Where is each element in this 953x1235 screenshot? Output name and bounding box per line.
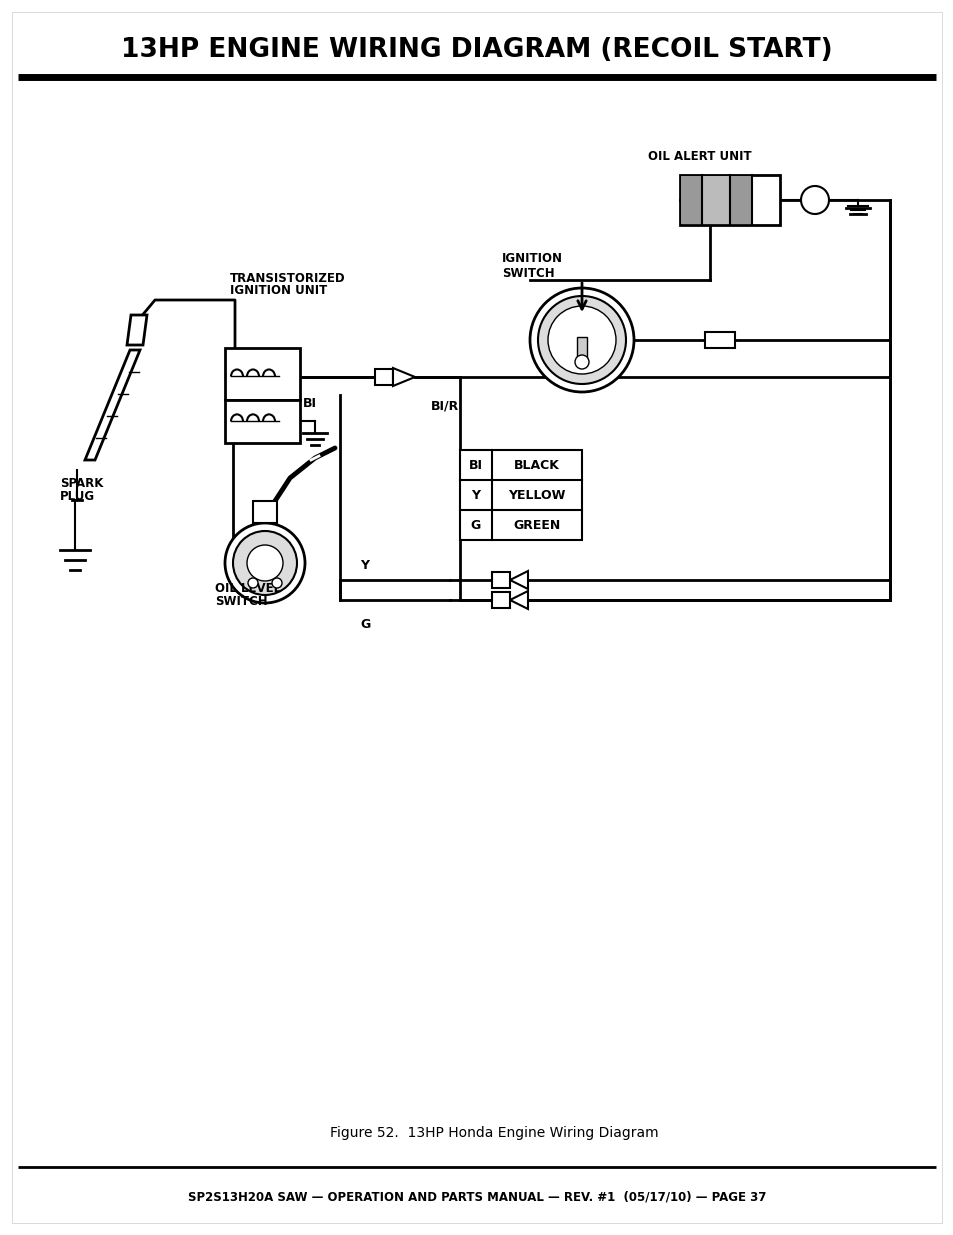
Circle shape [247,545,283,580]
Circle shape [272,578,282,588]
Bar [375,369,393,385]
Text: SWITCH: SWITCH [214,595,268,608]
Circle shape [225,522,305,603]
Text: SP2S13H20A SAW — OPERATION AND PARTS MANUAL — REV. #1  (05/17/10) — PAGE 37: SP2S13H20A SAW — OPERATION AND PARTS MAN… [188,1191,765,1203]
Circle shape [801,186,828,214]
Circle shape [575,354,588,369]
Text: G: G [359,618,370,631]
Text: TRANSISTORIZED: TRANSISTORIZED [230,272,345,285]
Bar [253,501,276,522]
Text: BI: BI [469,458,482,472]
Text: OIL LEVEL: OIL LEVEL [214,582,281,595]
Text: OIL ALERT UNIT: OIL ALERT UNIT [647,149,751,163]
Bar [702,177,729,224]
Bar [225,400,299,443]
Text: IGNITION: IGNITION [501,252,562,266]
Circle shape [537,296,625,384]
Bar [730,177,751,224]
Circle shape [233,531,296,595]
Text: G: G [471,519,480,531]
Polygon shape [127,315,147,345]
Text: SPARK: SPARK [60,477,103,490]
Text: Figure 52.  13HP Honda Engine Wiring Diagram: Figure 52. 13HP Honda Engine Wiring Diag… [330,1126,658,1140]
Text: GREEN: GREEN [513,519,560,531]
Text: Y: Y [359,559,369,572]
Text: SWITCH: SWITCH [501,267,554,280]
Bar [459,450,581,540]
Text: BLACK: BLACK [514,458,559,472]
Circle shape [530,288,634,391]
Text: IGNITION UNIT: IGNITION UNIT [230,284,327,296]
Bar [577,337,586,366]
Text: BI: BI [303,396,316,410]
Polygon shape [510,592,527,609]
Bar [704,332,734,348]
Polygon shape [393,368,415,387]
Bar [679,175,780,225]
Bar [492,572,510,588]
Bar [492,592,510,608]
Bar [225,348,299,400]
Text: BI/R: BI/R [431,399,458,412]
Text: PLUG: PLUG [60,490,95,503]
Polygon shape [85,350,140,459]
Circle shape [547,306,616,374]
Text: YELLOW: YELLOW [508,489,565,501]
Text: 13HP ENGINE WIRING DIAGRAM (RECOIL START): 13HP ENGINE WIRING DIAGRAM (RECOIL START… [121,37,832,63]
Text: Y: Y [471,489,480,501]
Bar [680,177,701,224]
Polygon shape [510,571,527,589]
Circle shape [248,578,257,588]
